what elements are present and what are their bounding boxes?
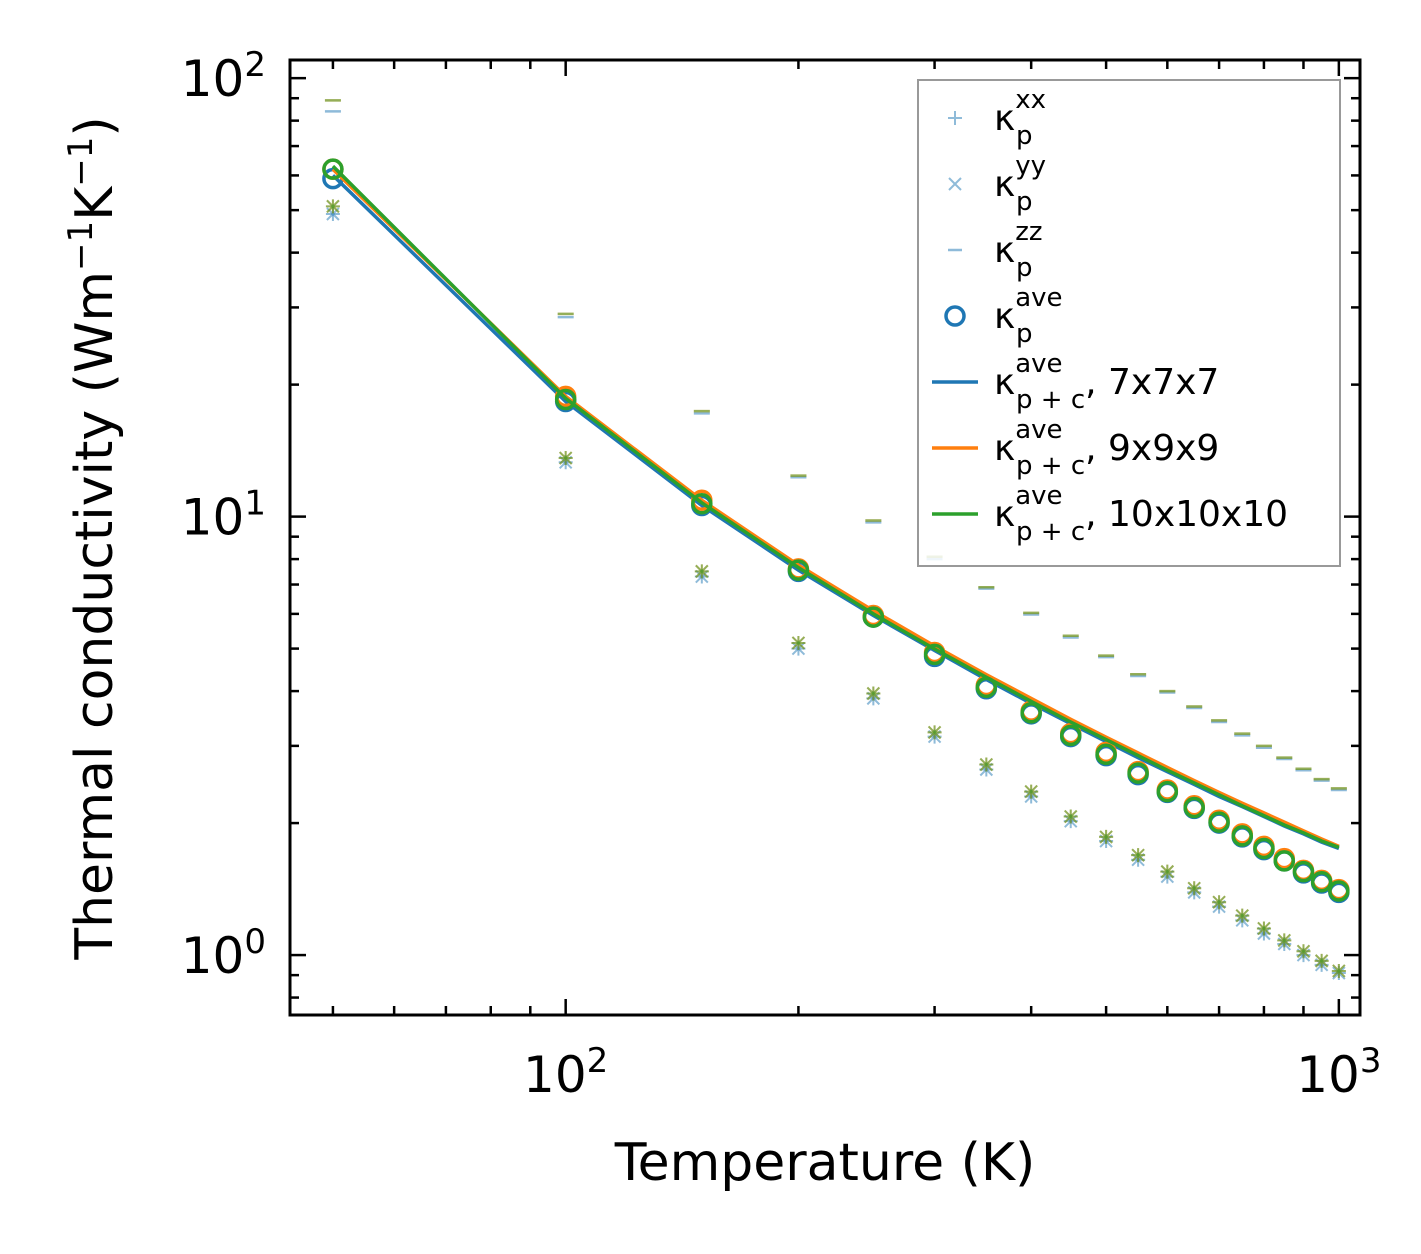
kave-p-point: [787, 559, 810, 581]
legend-label: κave p + c, 7x7x7: [994, 349, 1219, 415]
kave-p-point: [923, 643, 946, 666]
x-axis-label: Temperature (K): [614, 1133, 1036, 1193]
legend-marker: [944, 305, 966, 327]
legend-label: κave p + c, 10x10x10: [994, 481, 1288, 547]
kyy-point: [1314, 954, 1329, 968]
kyy-point: [695, 564, 709, 579]
kyy-point: [1187, 881, 1201, 896]
series-10x10x10: [322, 99, 1350, 978]
kyy-point: [1212, 895, 1226, 909]
kyy-point: [1099, 830, 1113, 844]
kyy-point: [1277, 933, 1291, 948]
kave-p-point: [1095, 743, 1117, 766]
kyy-point: [1024, 784, 1038, 799]
legend-label: κave p: [994, 283, 1063, 349]
legend-marker: [948, 111, 962, 125]
kyy-point: [927, 725, 942, 740]
kave-p-point: [1020, 701, 1042, 724]
x-tick-label: 103: [1296, 1041, 1381, 1104]
kyy-point: [1064, 809, 1078, 824]
kyy-point: [1296, 944, 1311, 959]
legend-label: κyy p: [994, 151, 1046, 217]
x-tick-label: 102: [523, 1041, 608, 1104]
legend-label: κave p + c, 9x9x9: [994, 415, 1219, 481]
kave-p-point: [1310, 870, 1333, 893]
kave-p-point: [1183, 796, 1205, 819]
kyy-point: [1332, 964, 1346, 978]
kyy-point: [979, 757, 994, 772]
kyy-point: [791, 636, 806, 650]
legend-label: κxx p: [994, 85, 1046, 151]
kyy-point: [326, 199, 340, 214]
y-axis-label: Thermal conductivity (Wm−1K−1): [61, 116, 125, 960]
kave-p-point: [975, 676, 998, 699]
kave-p-point: [862, 606, 885, 628]
kyy-point: [1160, 864, 1175, 879]
legend-box: [917, 79, 1341, 567]
kave-p-point: [1273, 850, 1296, 872]
kave-p-point: [1127, 762, 1149, 784]
kyy-point: [866, 686, 881, 701]
kave-p-point: [1292, 860, 1315, 883]
legend-label: κzz p: [994, 217, 1043, 283]
kave-p-point: [1328, 880, 1350, 902]
kave-p-point: [1253, 837, 1275, 860]
kave-p-point: [554, 388, 577, 411]
kyy-point: [1257, 921, 1271, 936]
kave-p-point: [322, 158, 344, 180]
data-layer: [322, 99, 1350, 981]
kave-p-point: [1231, 825, 1254, 847]
y-tick-label: 102: [181, 45, 266, 108]
legend-marker: [948, 177, 962, 191]
kave-p-point: [1059, 724, 1082, 747]
kave-p-point: [1156, 780, 1179, 803]
y-tick-label: 100: [181, 922, 266, 985]
kyy-point: [1131, 848, 1145, 862]
kave-pc-line: [331, 164, 1340, 850]
kyy-point: [558, 451, 573, 465]
kyy-point: [1235, 908, 1249, 923]
kave-p-point: [691, 492, 713, 515]
kave-pc-line: [331, 167, 1340, 848]
kave-p-point: [1208, 811, 1230, 833]
plot-frame: [288, 58, 1362, 1017]
y-tick-label: 101: [181, 484, 266, 547]
ticks-layer: 102 103 100 101 102: [181, 45, 1382, 1104]
